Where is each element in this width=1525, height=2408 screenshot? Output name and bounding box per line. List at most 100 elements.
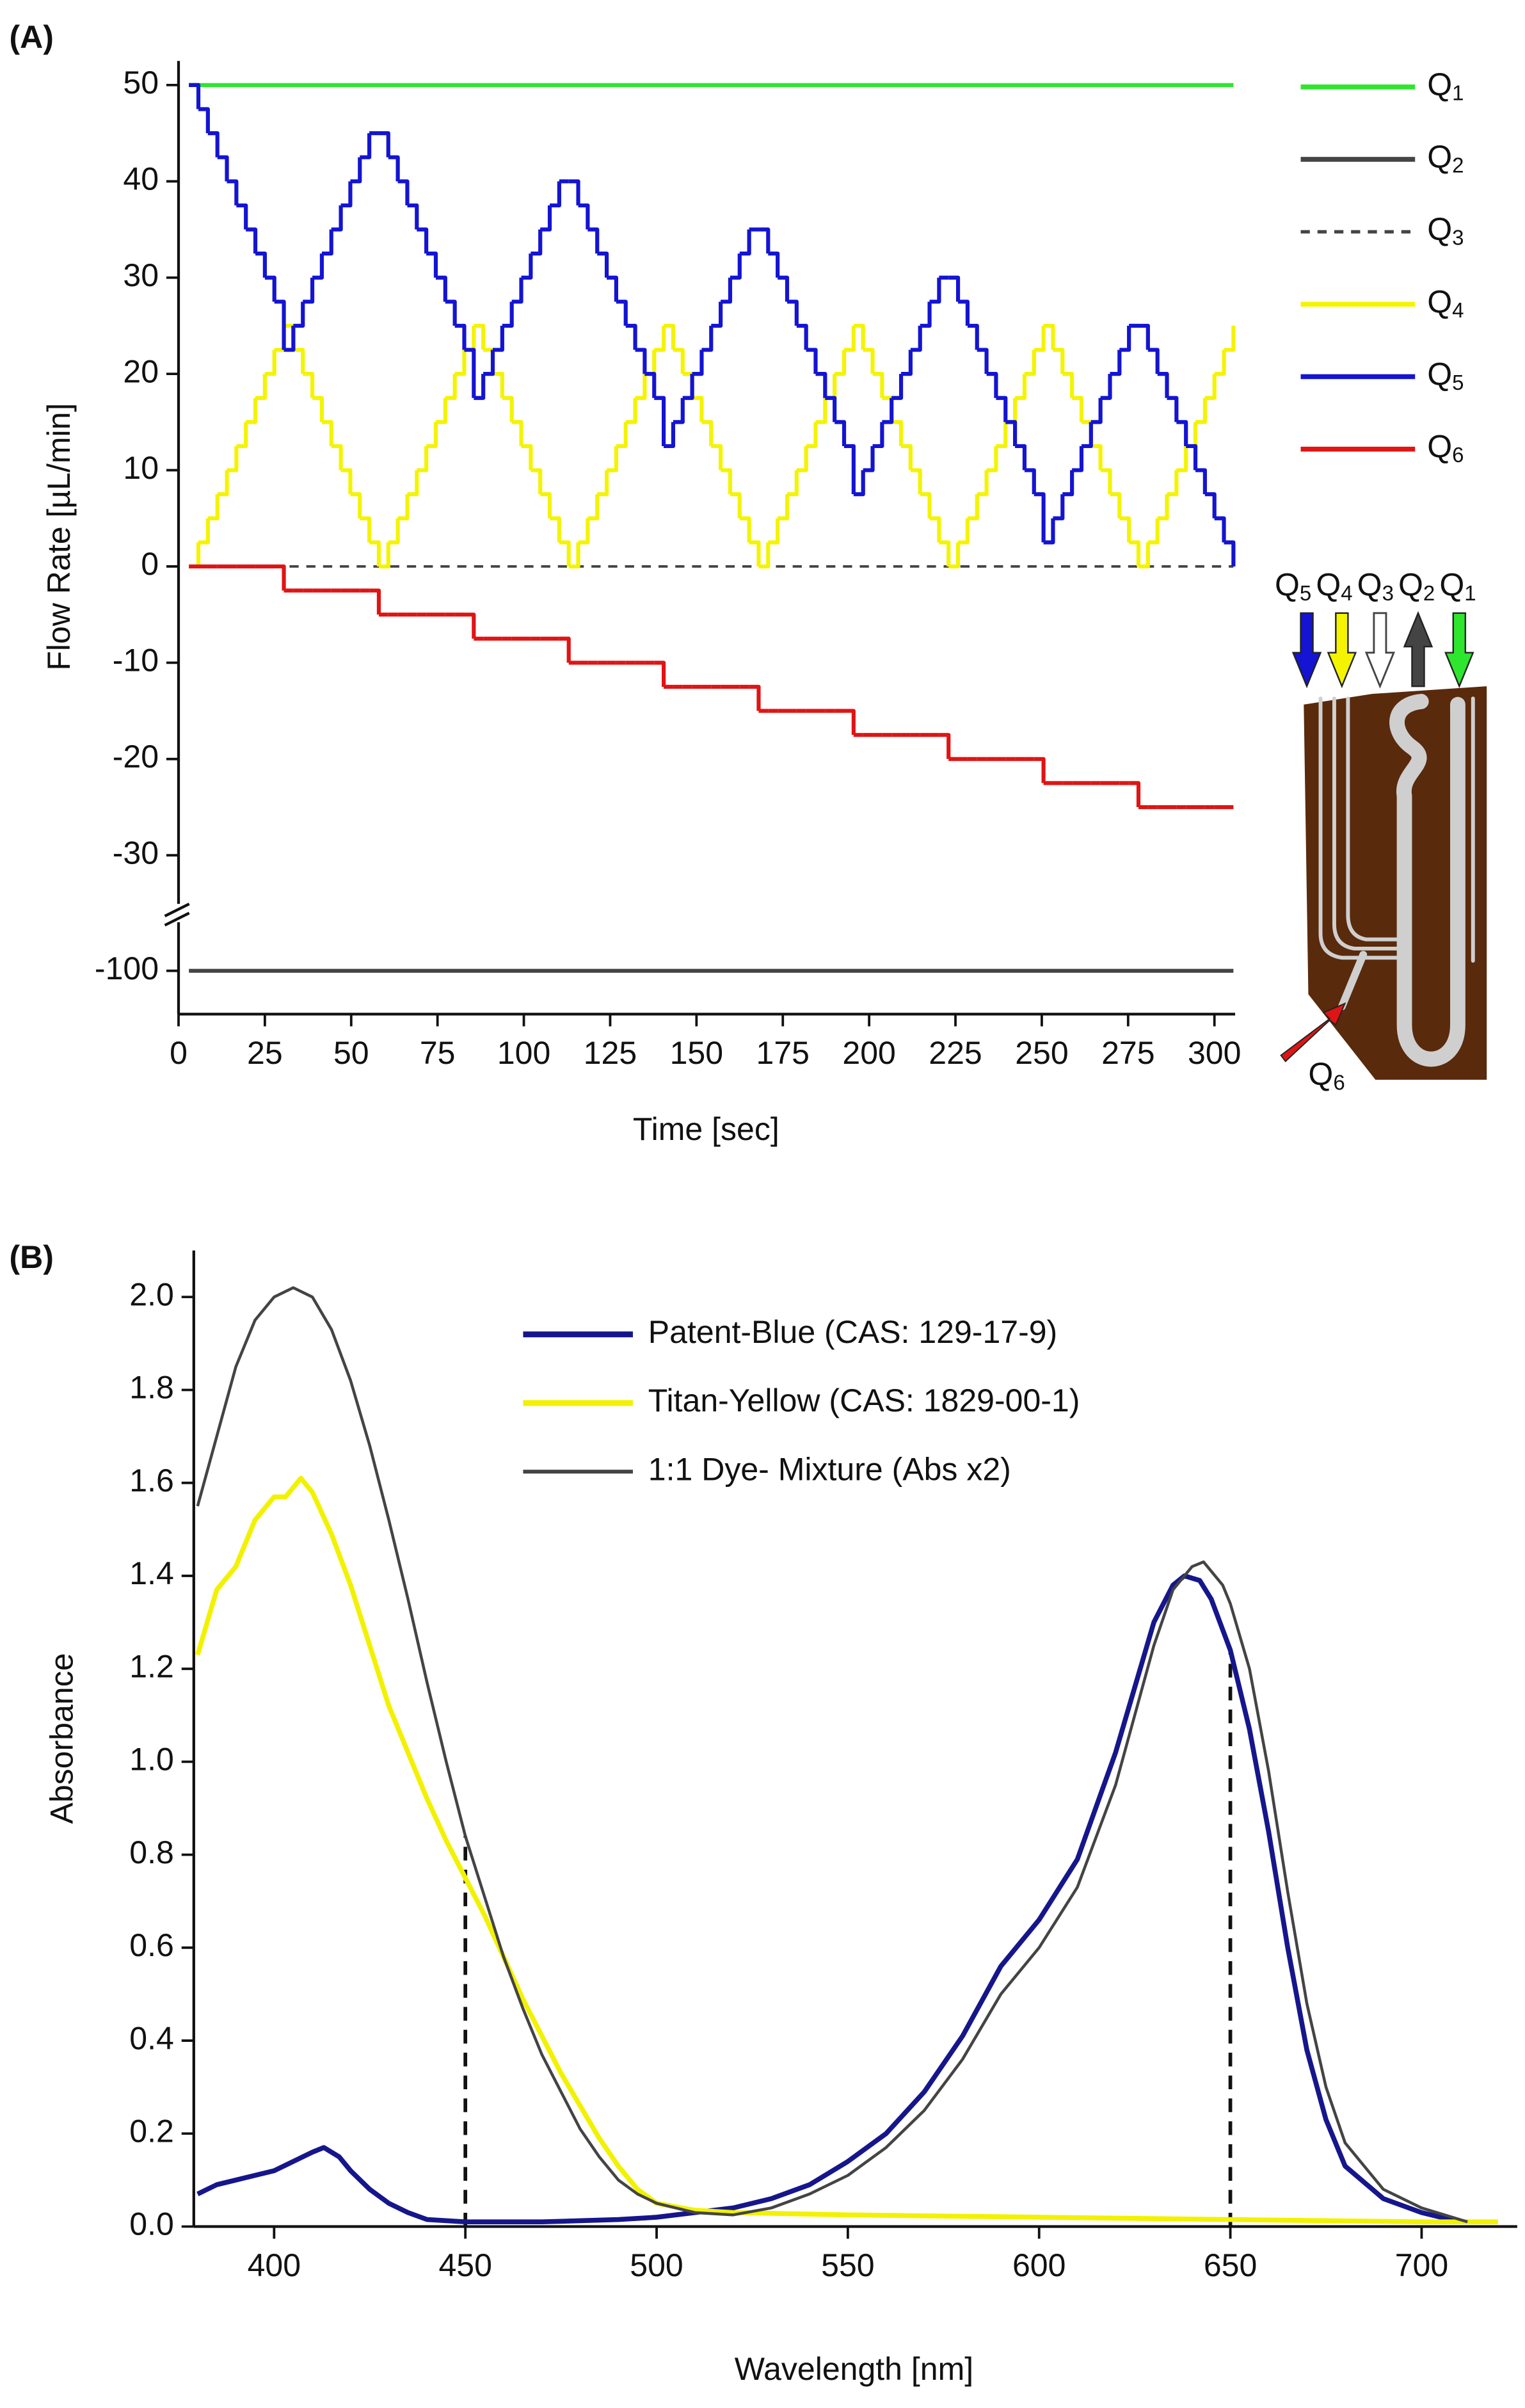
step-segment [977,348,989,374]
step-segment [786,300,799,326]
step-segment [445,374,457,400]
step-segment [1176,420,1188,446]
step-segment [1129,781,1141,807]
step-segment [369,540,381,566]
step-segment [958,300,970,326]
step-segment [246,397,258,424]
y-tick-label: 30 [123,257,159,293]
step-segment [397,494,410,520]
step-segment [853,323,865,350]
step-segment [483,349,495,376]
step-segment [1119,325,1131,352]
step-segment [939,540,951,566]
x-tick-label: 400 [248,2247,301,2283]
step-segment [948,275,961,302]
y-tick-label: -100 [95,951,159,986]
step-segment [1214,516,1226,543]
step-segment [901,349,913,376]
step-segment [511,277,523,304]
step-segment [331,444,343,470]
step-segment [1138,323,1150,350]
x-tick-label: 650 [1204,2247,1257,2283]
step-segment [1129,540,1141,566]
step-segment [607,445,618,472]
y-tick-label: 40 [123,161,159,197]
step-segment [236,422,248,449]
step-segment [796,323,808,350]
arrow-q6 [1280,1002,1346,1063]
step-segment [882,397,894,424]
panel-label: (B) [10,1239,54,1275]
step-segment [664,422,676,449]
step-segment [872,372,884,398]
step-segment [910,325,922,352]
step-segment [711,301,723,328]
y-tick-label: 0.6 [129,1927,174,1963]
x-axis-title: Time [sec] [633,1111,779,1147]
arrow-q2 [1403,611,1433,687]
step-segment [654,661,666,687]
step-segment [521,253,533,280]
step-segment [189,83,201,109]
step-segment [1053,348,1065,374]
step-segment [1147,518,1160,545]
step-segment [407,470,419,497]
step-segment [1034,757,1046,783]
step-segment [1100,468,1112,495]
step-segment [559,636,571,663]
step-segment [986,445,998,472]
step-segment [1195,468,1207,495]
step-segment [996,396,1008,422]
step-segment [768,252,780,278]
step-segment [568,542,580,569]
step-segment [312,253,324,280]
step-segment [511,420,523,446]
arrow-q1 [1444,612,1474,689]
step-segment [502,301,514,328]
step-segment [1204,374,1217,400]
step-segment [996,422,1008,449]
step-segment [1034,325,1046,352]
step-segment [891,420,904,446]
step-segment [891,374,904,400]
step-segment [303,372,315,398]
step-segment [1167,470,1179,497]
step-segment [958,518,970,545]
step-segment [796,445,808,472]
step-segment [920,301,932,328]
step-segment [853,470,865,497]
x-tick-label: 225 [929,1035,982,1071]
step-segment [1072,445,1084,472]
step-segment [587,227,600,254]
step-segment [578,203,590,230]
y-tick-label: -30 [113,835,159,871]
y-tick-label: 2.0 [129,1276,174,1312]
step-segment [493,325,504,352]
x-tick-label: 550 [821,2247,874,2283]
step-segment [654,396,666,446]
step-segment [929,516,941,543]
step-segment [939,733,951,759]
step-segment [1090,444,1103,470]
y-tick-label: 1.6 [129,1463,174,1498]
legend-label: Q6 [1427,429,1464,467]
step-segment [1157,372,1169,398]
step-segment [227,445,239,472]
x-tick-label: 75 [420,1035,456,1071]
step-segment [1024,468,1036,495]
step-segment [369,588,381,615]
step-segment [768,518,780,545]
step-segment [417,227,429,254]
step-segment [1015,444,1027,470]
step-segment [550,181,561,208]
step-segment [920,492,932,518]
step-segment [274,300,286,350]
legend-label: Q4 [1427,284,1464,322]
step-segment [464,613,476,639]
step-segment [360,516,372,543]
step-segment [435,275,447,302]
step-segment [834,420,847,446]
legend-label: Q2 [1427,139,1464,177]
step-segment [426,252,438,278]
step-segment [207,131,220,157]
